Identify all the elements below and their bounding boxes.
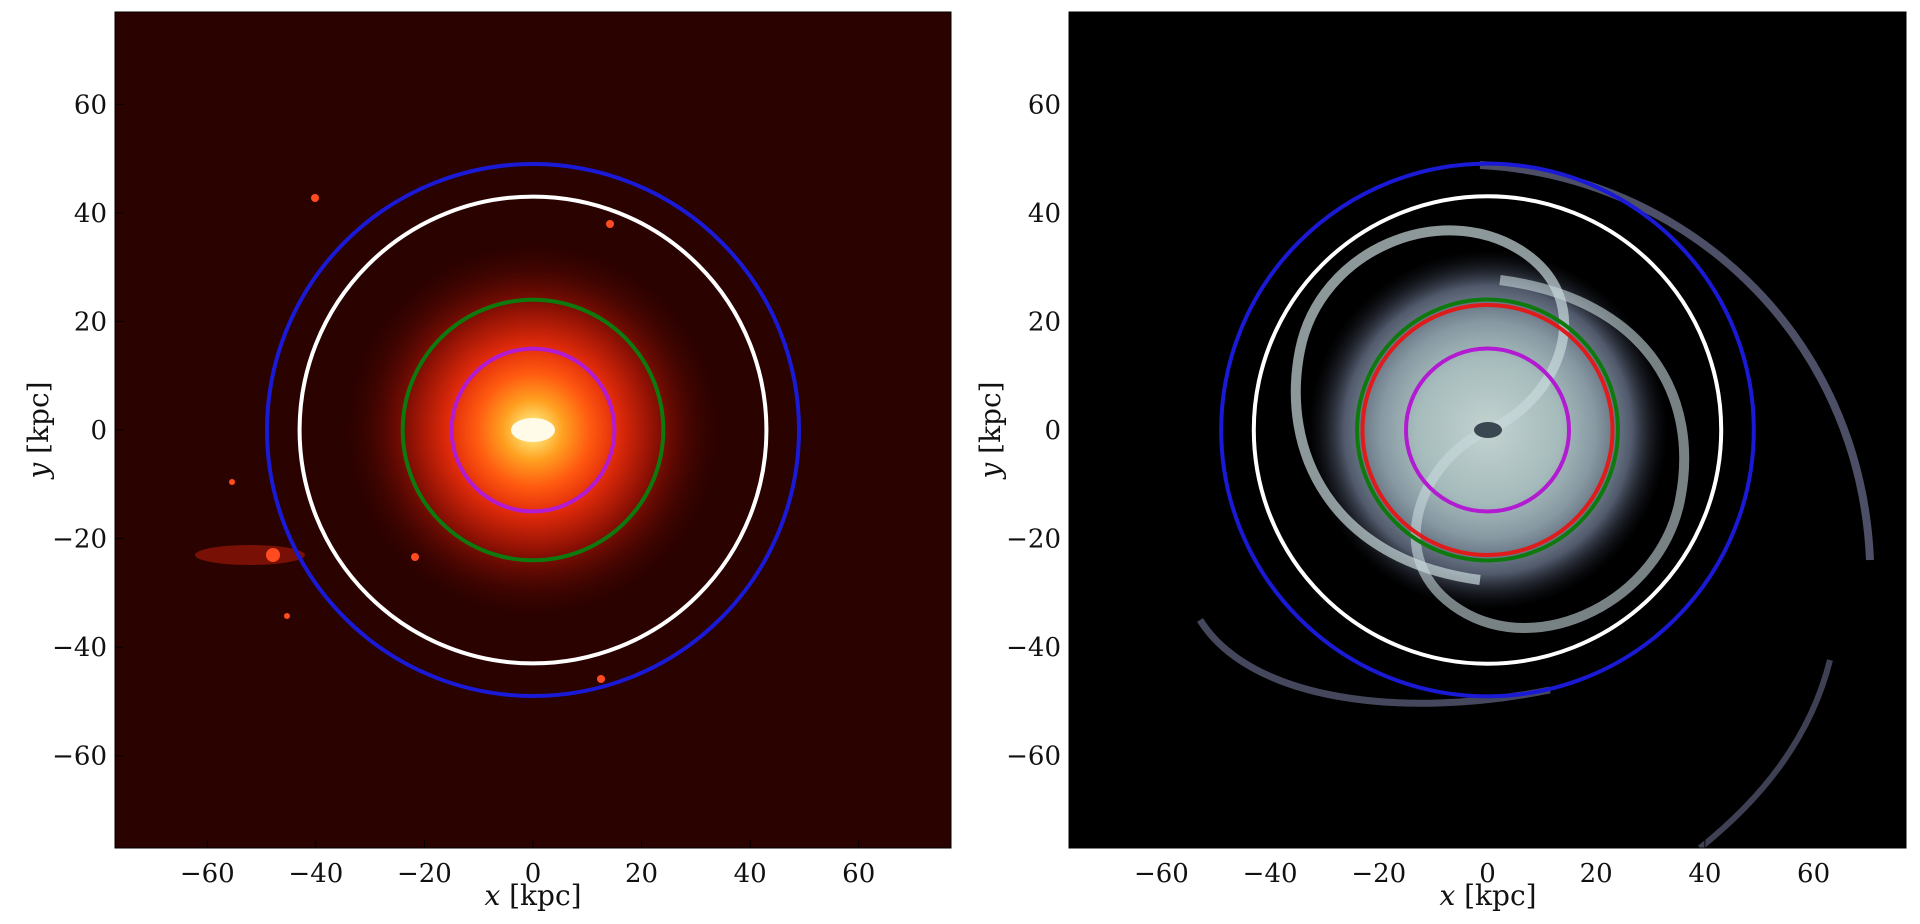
left-radius-circle [400,297,666,563]
left-y-axis-label: y [kpc] [22,381,55,480]
right-x-ticks: −60 −40 −20 0 20 40 60 [1134,840,1830,889]
right-x-axis-label: x [kpc] [1439,879,1536,912]
gas-core [1474,422,1502,438]
left-y-tick-label: 40 [74,199,107,229]
satellite-blob [229,479,235,485]
right-y-tick-label: 40 [1028,199,1061,229]
satellite-blob [311,194,319,202]
right-y-axis-label: y [kpc] [974,381,1007,480]
right-x-tick-label: −40 [1243,859,1298,889]
left-radius-circle [297,194,769,666]
spiral-arm [1410,275,1690,633]
right-y-ticks: 60 40 20 0 −20 −40 −60 [1006,90,1077,772]
right-radius-circle [1355,297,1620,563]
left-x-ticks: −60 −40 −20 0 20 40 60 [180,840,875,889]
left-y-ticks: 60 40 20 0 −20 −40 −60 [52,90,123,772]
satellite-blob [266,548,280,562]
right-radius-circle [1360,302,1615,558]
left-x-tick-label: −20 [397,859,452,889]
right-x-tick-label: 40 [1688,859,1721,889]
left-x-axis-label: x [kpc] [484,879,581,912]
stellar-density-panel: −60 −40 −20 0 20 40 60 60 40 20 0 −20 −40 −60 x [kpc… [22,11,952,912]
left-radius-circles [265,162,801,698]
left-x-tick-label: 60 [842,859,875,889]
right-y-tick-label: −40 [1006,633,1061,663]
spiral-arm [1290,225,1569,585]
satellite-blob [597,675,605,683]
right-y-tick-label: 20 [1028,307,1061,337]
stellar-bulge [511,418,555,442]
right-y-tick-label: 0 [1044,416,1061,446]
right-radius-circles [1219,161,1756,699]
right-y-tick-label: 60 [1028,90,1061,120]
satellite-blob [284,613,290,619]
left-x-tick-label: 20 [625,859,658,889]
right-radius-circle [1219,161,1756,699]
satellite-blob [606,220,614,228]
right-radius-circle [1251,194,1724,666]
gas-density-panel: −60 −40 −20 0 20 40 60 60 40 20 0 −20 −40 −60 x [kpc… [974,11,1907,912]
right-x-tick-label: 0 [1479,859,1496,889]
right-y-tick-label: −60 [1006,742,1061,772]
left-y-tick-label: 60 [74,90,107,120]
left-radius-circle [449,346,617,514]
right-x-tick-label: −60 [1134,859,1189,889]
left-y-tick-label: 0 [90,416,107,446]
outer-gas-arm [1197,618,1551,707]
left-y-tick-label: −60 [52,742,107,772]
left-x-tick-label: −60 [180,859,235,889]
left-x-tick-label: −40 [288,859,343,889]
left-y-tick-label: −20 [52,525,107,555]
left-x-tick-label: 40 [734,859,767,889]
left-x-tick-label: 0 [525,859,542,889]
left-y-tick-label: 20 [74,307,107,337]
right-x-tick-label: 60 [1797,859,1830,889]
tidal-stream [195,545,305,565]
right-x-tick-label: 20 [1580,859,1613,889]
outer-gas-arm [1479,161,1874,561]
satellite-blob [411,553,419,561]
outer-gas-arm [1698,659,1833,848]
left-y-tick-label: −40 [52,633,107,663]
left-radius-circle [265,162,801,698]
right-y-tick-label: −20 [1006,525,1061,555]
right-x-tick-label: −20 [1351,859,1406,889]
right-radius-circle [1403,346,1572,514]
